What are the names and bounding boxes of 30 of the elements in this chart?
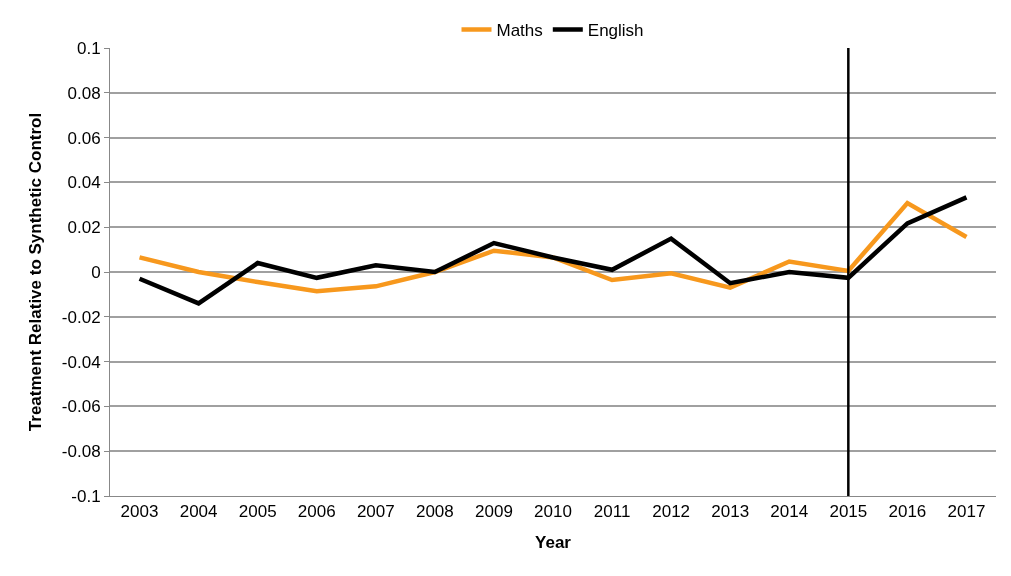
x-axis-title: Year <box>535 532 572 552</box>
x-tick-label: 2007 <box>356 502 395 522</box>
x-tick-label: 2004 <box>179 502 218 522</box>
y-tick-label: 0.02 <box>67 218 101 238</box>
x-tick-label: 2010 <box>534 502 572 522</box>
y-tick-label: 0.08 <box>67 83 101 103</box>
legend-label: English <box>587 21 644 41</box>
y-tick-label: 0.06 <box>67 128 101 148</box>
x-tick-label: 2011 <box>593 502 631 522</box>
y-tick-label: 0.04 <box>67 173 101 193</box>
y-tick-label: -0.02 <box>61 307 101 327</box>
y-tick-label: -0.08 <box>61 442 101 462</box>
y-axis-title: Treatment Relative to Synthetic Control <box>26 112 46 432</box>
legend-label: Maths <box>496 21 543 41</box>
x-tick-label: 2009 <box>475 502 513 522</box>
x-tick-label: 2005 <box>238 502 277 522</box>
x-tick-label: 2012 <box>652 502 691 522</box>
x-tick-label: 2017 <box>947 502 986 522</box>
x-tick-label: 2016 <box>888 502 927 522</box>
x-tick-label: 2008 <box>415 502 454 522</box>
x-tick-label: 2014 <box>770 502 809 522</box>
x-tick-label: 2003 <box>120 502 159 522</box>
y-tick-label: 0.1 <box>76 38 101 58</box>
x-tick-label: 2006 <box>297 502 336 522</box>
y-tick-label: -0.04 <box>61 352 101 372</box>
y-tick-label: -0.06 <box>61 397 101 417</box>
y-tick-label: -0.1 <box>71 486 101 506</box>
x-tick-label: 2015 <box>829 502 868 522</box>
y-tick-label: 0 <box>91 262 101 282</box>
x-tick-label: 2013 <box>711 502 750 522</box>
